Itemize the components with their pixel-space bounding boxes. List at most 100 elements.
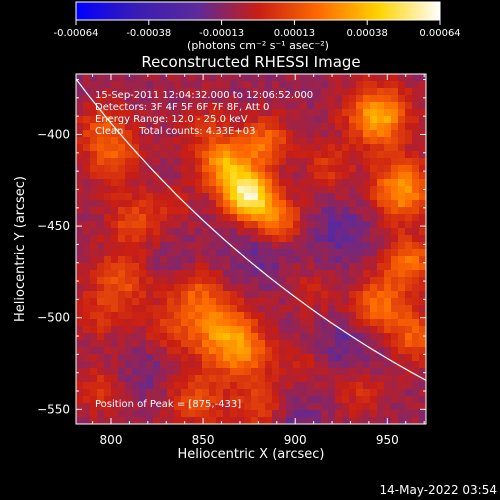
heatmap-cell (146, 410, 154, 418)
heatmap-cell (412, 319, 420, 327)
heatmap-cell (286, 340, 294, 348)
heatmap-cell (111, 347, 119, 355)
heatmap-cell (209, 207, 217, 215)
heatmap-cell (216, 340, 224, 348)
heatmap-cell (111, 186, 119, 194)
heatmap-cell (363, 74, 371, 82)
heatmap-cell (160, 417, 168, 424)
heatmap-cell (279, 277, 287, 285)
heatmap-cell (244, 319, 252, 327)
heatmap-cell (244, 340, 252, 348)
heatmap-cell (251, 256, 259, 264)
heatmap-cell (97, 354, 105, 362)
heatmap-cell (356, 172, 364, 180)
heatmap-cell (370, 249, 378, 257)
heatmap-cell (188, 221, 196, 229)
heatmap-cell (111, 277, 119, 285)
heatmap-cell (356, 270, 364, 278)
heatmap-cell (209, 137, 217, 145)
heatmap-cell (83, 193, 91, 201)
heatmap-cell (90, 214, 98, 222)
heatmap-cell (118, 186, 126, 194)
heatmap-cell (195, 403, 203, 411)
heatmap-cell (419, 200, 426, 208)
heatmap-cell (111, 368, 119, 376)
heatmap-cell (153, 221, 161, 229)
heatmap-cell (279, 172, 287, 180)
heatmap-cell (90, 340, 98, 348)
heatmap-cell (230, 256, 238, 264)
heatmap-cell (153, 109, 161, 117)
heatmap-cell (272, 389, 280, 397)
heatmap-cell (244, 200, 252, 208)
heatmap-cell (223, 354, 231, 362)
heatmap-cell (356, 151, 364, 159)
heatmap-cell (370, 88, 378, 96)
heatmap-cell (370, 333, 378, 341)
heatmap-cell (83, 200, 91, 208)
heatmap-cell (76, 410, 84, 418)
heatmap-cell (160, 340, 168, 348)
heatmap-cell (90, 417, 98, 424)
heatmap-cell (342, 249, 350, 257)
heatmap-cell (342, 340, 350, 348)
heatmap-cell (349, 403, 357, 411)
heatmap-cell (146, 186, 154, 194)
heatmap-cell (139, 368, 147, 376)
heatmap-cell (405, 165, 413, 173)
heatmap-cell (118, 347, 126, 355)
heatmap-cell (76, 340, 84, 348)
heatmap-cell (349, 298, 357, 306)
heatmap-cell (97, 256, 105, 264)
heatmap-cell (405, 228, 413, 236)
heatmap-cell (293, 361, 301, 369)
heatmap-cell (230, 389, 238, 397)
heatmap-cell (363, 172, 371, 180)
heatmap-cell (356, 291, 364, 299)
heatmap-cell (328, 207, 336, 215)
heatmap-cell (230, 74, 238, 82)
heatmap-cell (328, 200, 336, 208)
heatmap-cell (356, 144, 364, 152)
heatmap-cell (223, 319, 231, 327)
heatmap-cell (279, 235, 287, 243)
heatmap-cell (90, 81, 98, 89)
heatmap-cell (349, 109, 357, 117)
heatmap-cell (328, 340, 336, 348)
heatmap-cell (384, 88, 392, 96)
heatmap-cell (76, 193, 84, 201)
heatmap-cell (342, 95, 350, 103)
heatmap-cell (139, 102, 147, 110)
heatmap-cell (349, 277, 357, 285)
heatmap-cell (321, 256, 329, 264)
heatmap-cell (398, 235, 406, 243)
heatmap-cell (272, 179, 280, 187)
heatmap-cell (188, 88, 196, 96)
heatmap-cell (307, 137, 315, 145)
heatmap-cell (328, 382, 336, 390)
heatmap-cell (83, 221, 91, 229)
heatmap-cell (125, 249, 133, 257)
heatmap-cell (286, 291, 294, 299)
heatmap-cell (153, 179, 161, 187)
heatmap-cell (167, 270, 175, 278)
heatmap-cell (370, 326, 378, 334)
heatmap-cell (391, 249, 399, 257)
heatmap-cell (146, 319, 154, 327)
heatmap-cell (104, 249, 112, 257)
heatmap-cell (335, 165, 343, 173)
heatmap-cell (202, 95, 210, 103)
heatmap-cell (258, 368, 266, 376)
heatmap-cell (146, 326, 154, 334)
heatmap-cell (223, 249, 231, 257)
heatmap-cell (398, 382, 406, 390)
heatmap-cell (412, 403, 420, 411)
heatmap-cell (181, 102, 189, 110)
heatmap-cell (188, 165, 196, 173)
heatmap-cell (125, 158, 133, 166)
heatmap-cell (384, 235, 392, 243)
heatmap-cell (97, 270, 105, 278)
heatmap-cell (209, 389, 217, 397)
heatmap-cell (237, 263, 245, 271)
heatmap-cell (412, 242, 420, 250)
